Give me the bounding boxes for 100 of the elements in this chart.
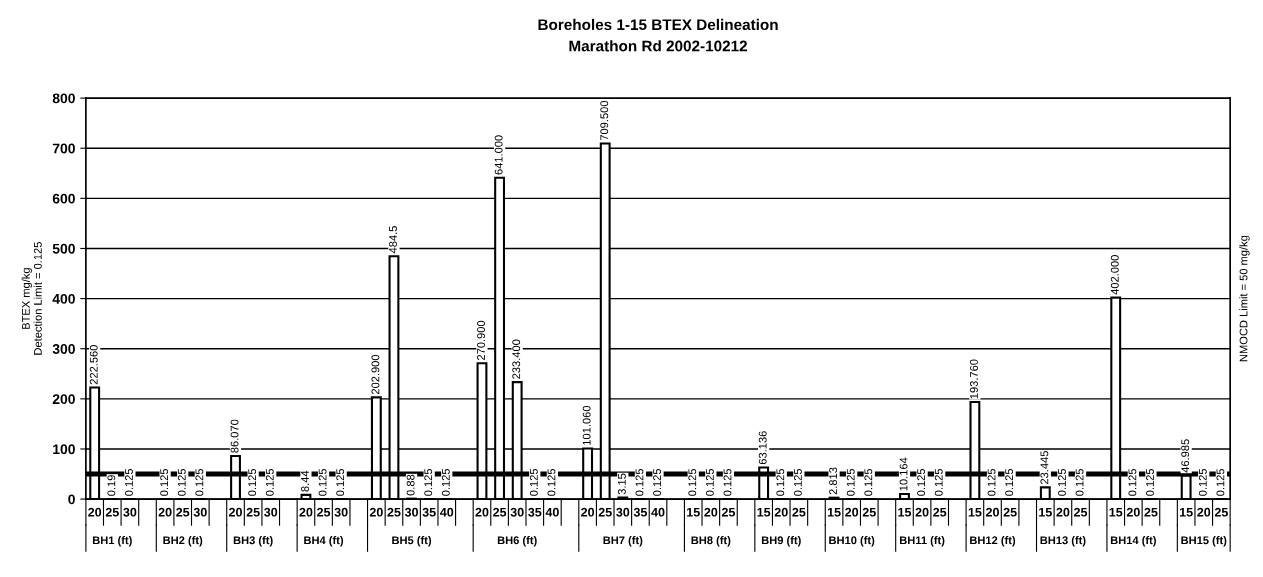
data-label: 0.125 — [1075, 468, 1084, 496]
x-tick-label: 20 — [1126, 507, 1140, 517]
x-tick-label: 30 — [193, 507, 207, 517]
x-tick-label: 20 — [704, 507, 718, 517]
x-tick-label: 35 — [633, 507, 648, 517]
data-label: 86.070 — [230, 419, 239, 453]
data-label: 233.400 — [512, 339, 521, 379]
y-tick-label: 800 — [52, 93, 75, 104]
data-label: 46.985 — [1181, 439, 1190, 473]
data-label: 0.125 — [195, 468, 204, 496]
x-tick-label: 25 — [721, 507, 736, 517]
x-tick-label: 40 — [440, 507, 454, 517]
data-label: 709.500 — [600, 100, 609, 141]
x-tick-label: 25 — [493, 507, 507, 517]
x-tick-label: 15 — [1179, 507, 1193, 517]
data-label: 0.125 — [1005, 468, 1014, 496]
data-label: 0.125 — [441, 468, 450, 496]
data-label: 0.125 — [653, 468, 662, 496]
x-tick-label: 20 — [845, 507, 859, 517]
data-label: 0.125 — [934, 468, 943, 496]
x-tick-label: 25 — [1003, 507, 1017, 517]
data-label: 402.000 — [1110, 255, 1119, 295]
data-label: 0.125 — [177, 468, 186, 496]
x-tick-label: 25 — [387, 507, 401, 517]
data-label: 0.125 — [424, 468, 433, 496]
data-label: 0.125 — [1058, 468, 1066, 496]
y-tick-label: 100 — [53, 444, 75, 455]
x-tick-label: 35 — [528, 507, 542, 517]
x-tick-label: 25 — [317, 507, 331, 517]
data-label: 8.44 — [301, 470, 309, 492]
data-label: 0.125 — [1198, 468, 1207, 496]
chart-title: Boreholes 1-15 BTEX Delineation — [538, 18, 778, 31]
data-label: 0.125 — [705, 468, 714, 496]
x-tick-label: 20 — [229, 507, 242, 517]
x-tick-label: 25 — [862, 507, 876, 517]
x-tick-label: 35 — [422, 507, 436, 517]
text: BH6 (ft) — [497, 536, 537, 547]
data-label: 0.125 — [688, 468, 697, 496]
data-label: 2.813 — [829, 467, 838, 495]
x-tick-label: 15 — [687, 507, 700, 517]
text: BH14 (ft) — [1110, 536, 1156, 547]
data-label: 0.125 — [723, 468, 732, 496]
x-tick-label: 30 — [404, 507, 418, 517]
x-tick-label: 15 — [1109, 507, 1123, 517]
data-label: 484.5 — [389, 226, 397, 254]
text: BH7 (ft) — [603, 536, 643, 547]
text: BH12 (ft) — [970, 536, 1016, 547]
x-tick-label: 20 — [299, 507, 313, 517]
text: BH2 (ft) — [163, 536, 203, 547]
x-tick-label: 25 — [176, 507, 190, 517]
data-label: 641.000 — [494, 135, 503, 175]
data-label: 0.125 — [776, 468, 785, 496]
y-tick-label: 200 — [52, 394, 75, 405]
x-tick-label: 20 — [985, 507, 999, 517]
data-label: 0.125 — [917, 468, 926, 496]
x-tick-label: 20 — [158, 507, 172, 517]
ref-line-label: NMOCD Limit = 50 mg/kg — [1239, 235, 1250, 362]
data-label: 63.136 — [758, 431, 767, 465]
text: BH15 (ft) — [1181, 536, 1227, 547]
data-label: 0.125 — [318, 468, 327, 496]
data-label: 0.125 — [987, 468, 996, 496]
chart-subtitle: Marathon Rd 2002-10212 — [569, 40, 747, 52]
text: BH9 (ft) — [761, 536, 801, 547]
data-label: 10.164 — [899, 457, 908, 491]
data-label: 0.125 — [336, 468, 345, 496]
data-label: 0.125 — [547, 468, 556, 496]
data-label: 0.125 — [265, 468, 274, 496]
data-label: 0.125 — [1128, 468, 1137, 496]
text: BH10 (ft) — [829, 536, 875, 547]
text: BH11 (ft) — [899, 536, 945, 547]
data-label: 23.445 — [1040, 451, 1049, 485]
x-tick-label: 30 — [334, 507, 348, 517]
x-tick-label: 40 — [545, 507, 559, 517]
x-tick-label: 20 — [369, 507, 383, 517]
x-tick-label: 40 — [651, 507, 665, 517]
x-tick-label: 20 — [774, 507, 788, 517]
x-tick-label: 15 — [827, 507, 841, 517]
data-label: 0.88 — [406, 474, 415, 496]
data-label: 222.560 — [89, 345, 98, 385]
x-tick-label: 30 — [264, 507, 278, 517]
y-tick-label: 600 — [52, 193, 75, 204]
data-label: 0.125 — [635, 468, 644, 496]
x-tick-label: 15 — [1039, 507, 1052, 517]
x-tick-label: 25 — [792, 507, 806, 517]
x-tick-label: 15 — [898, 507, 912, 517]
x-tick-label: 30 — [510, 507, 524, 517]
x-tick-label: 25 — [1074, 507, 1088, 517]
data-label: 193.760 — [970, 359, 978, 399]
y-tick-label: 300 — [52, 344, 75, 354]
x-tick-label: 25 — [1144, 507, 1158, 517]
data-label: 0.125 — [248, 468, 257, 496]
x-tick-label: 30 — [616, 507, 630, 517]
data-label: 202.900 — [371, 354, 380, 395]
data-label: 101.060 — [582, 405, 591, 445]
x-tick-label: 30 — [123, 507, 137, 517]
text: BH8 (ft) — [691, 536, 731, 547]
data-label: 0.125 — [125, 468, 133, 496]
x-tick-label: 15 — [968, 507, 982, 517]
x-tick-label: 25 — [933, 507, 947, 517]
text: BH4 (ft) — [304, 536, 344, 547]
